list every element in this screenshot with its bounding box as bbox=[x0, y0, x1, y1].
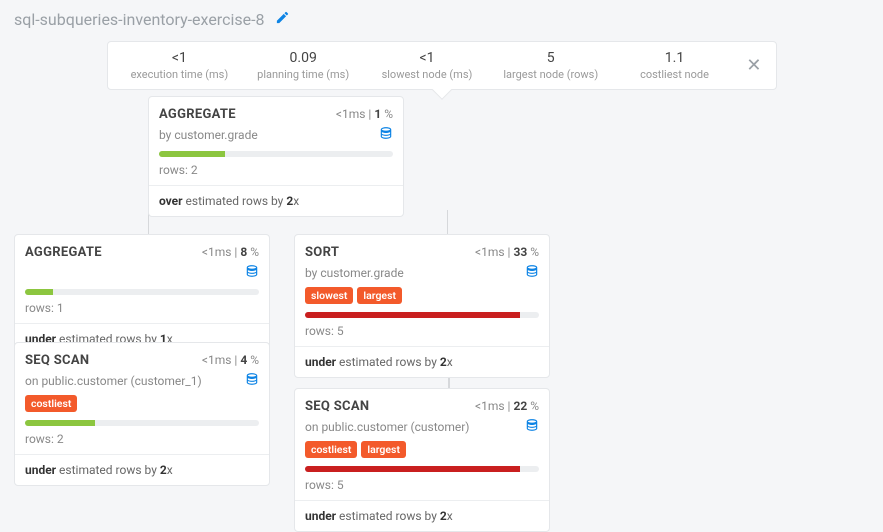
progress-track bbox=[25, 420, 259, 426]
estimate-note: under estimated rows by 2x bbox=[295, 500, 549, 523]
progress-bar bbox=[159, 151, 225, 157]
node-metrics: <1ms | 33 % bbox=[475, 245, 539, 259]
progress-bar bbox=[25, 420, 95, 426]
stat-plan: 0.09 planning time (ms) bbox=[241, 50, 365, 81]
stats-bar: <1 execution time (ms) 0.09 planning tim… bbox=[107, 41, 777, 90]
database-icon[interactable] bbox=[245, 264, 259, 281]
progress-bar bbox=[25, 289, 53, 295]
database-icon[interactable] bbox=[245, 372, 259, 389]
header: sql-subqueries-inventory-exercise-8 bbox=[0, 0, 883, 35]
badge: costliest bbox=[305, 441, 357, 458]
badge: largest bbox=[357, 287, 402, 304]
rows-count: rows: 5 bbox=[305, 478, 539, 492]
progress-bar bbox=[305, 312, 520, 318]
estimate-note: under estimated rows by 2x bbox=[15, 454, 269, 477]
node-metrics: <1ms | 1 % bbox=[336, 107, 393, 121]
stat-label: largest node (rows) bbox=[489, 68, 613, 81]
estimate-note: over estimated rows by 2x bbox=[149, 185, 403, 208]
plan-node[interactable]: AGGREGATE <1ms | 8 % rows: 1 under estim… bbox=[14, 234, 270, 355]
badge: largest bbox=[361, 441, 406, 458]
database-icon[interactable] bbox=[379, 126, 393, 143]
stat-label: costliest node bbox=[613, 68, 737, 81]
stat-slowest: <1 slowest node (ms) bbox=[365, 50, 489, 81]
rows-count: rows: 2 bbox=[25, 432, 259, 446]
stat-label: planning time (ms) bbox=[241, 68, 365, 81]
node-title: AGGREGATE bbox=[159, 107, 236, 122]
node-subtitle: on public.customer (customer_1) bbox=[25, 374, 202, 388]
plan-node[interactable]: AGGREGATE <1ms | 1 % by customer.grade r… bbox=[148, 96, 404, 217]
stat-value: <1 bbox=[118, 50, 242, 66]
node-title: SORT bbox=[305, 245, 339, 260]
progress-track bbox=[305, 466, 539, 472]
stat-exec: <1 execution time (ms) bbox=[118, 50, 242, 81]
node-subtitle: by customer.grade bbox=[305, 266, 404, 280]
node-subtitle: on public.customer (customer) bbox=[305, 420, 469, 434]
plan-node[interactable]: SEQ SCAN <1ms | 22 % on public.customer … bbox=[294, 388, 550, 532]
page-title: sql-subqueries-inventory-exercise-8 bbox=[14, 10, 265, 29]
database-icon[interactable] bbox=[525, 418, 539, 435]
node-metrics: <1ms | 4 % bbox=[202, 353, 259, 367]
node-subtitle: by customer.grade bbox=[159, 128, 258, 142]
rows-count: rows: 2 bbox=[159, 163, 393, 177]
database-icon[interactable] bbox=[525, 264, 539, 281]
edit-icon[interactable] bbox=[275, 10, 290, 29]
plan-node[interactable]: SEQ SCAN <1ms | 4 % on public.customer (… bbox=[14, 342, 270, 486]
node-metrics: <1ms | 8 % bbox=[202, 245, 259, 259]
stat-value: 1.1 bbox=[613, 50, 737, 66]
close-icon[interactable]: ✕ bbox=[736, 55, 765, 76]
node-title: SEQ SCAN bbox=[305, 399, 369, 414]
badge: costliest bbox=[25, 395, 77, 412]
stat-largest: 5 largest node (rows) bbox=[489, 50, 613, 81]
stat-value: 0.09 bbox=[241, 50, 365, 66]
plan-node[interactable]: SORT <1ms | 33 % by customer.grade slowe… bbox=[294, 234, 550, 378]
node-title: SEQ SCAN bbox=[25, 353, 89, 368]
progress-track bbox=[25, 289, 259, 295]
plan-canvas: AGGREGATE <1ms | 1 % by customer.grade r… bbox=[0, 96, 883, 530]
progress-bar bbox=[305, 466, 520, 472]
badges: slowestlargest bbox=[305, 287, 539, 304]
badges: costliestlargest bbox=[305, 441, 539, 458]
badge: slowest bbox=[305, 287, 353, 304]
rows-count: rows: 5 bbox=[305, 324, 539, 338]
node-title: AGGREGATE bbox=[25, 245, 102, 260]
stat-costliest: 1.1 costliest node bbox=[613, 50, 737, 81]
node-metrics: <1ms | 22 % bbox=[475, 399, 539, 413]
stat-value: <1 bbox=[365, 50, 489, 66]
estimate-note: under estimated rows by 2x bbox=[295, 346, 549, 369]
badges: costliest bbox=[25, 395, 259, 412]
progress-track bbox=[159, 151, 393, 157]
stat-label: slowest node (ms) bbox=[365, 68, 489, 81]
stat-value: 5 bbox=[489, 50, 613, 66]
stat-label: execution time (ms) bbox=[118, 68, 242, 81]
progress-track bbox=[305, 312, 539, 318]
rows-count: rows: 1 bbox=[25, 301, 259, 315]
